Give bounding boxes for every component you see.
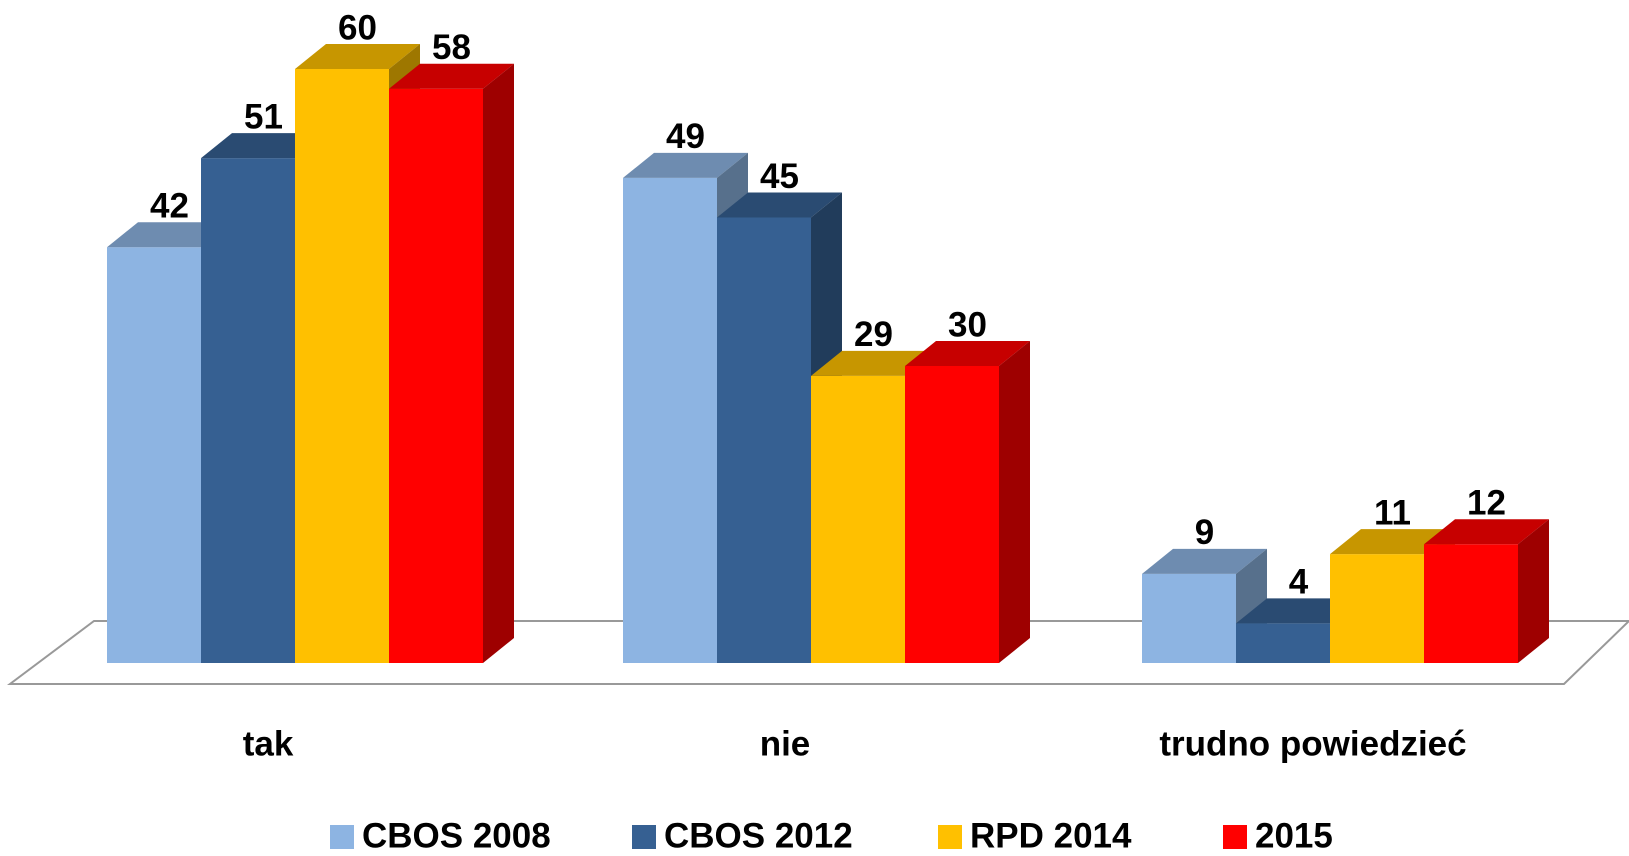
data-label: 58 [432, 28, 471, 67]
bar-top [1142, 548, 1267, 574]
data-label: 12 [1467, 483, 1506, 522]
bar-top [107, 222, 232, 248]
data-label: 60 [338, 8, 377, 47]
bar-side [1518, 519, 1549, 663]
bar-top [1236, 598, 1361, 624]
data-label: 30 [948, 305, 987, 344]
bar-front [811, 375, 905, 663]
bar-front [623, 177, 717, 663]
bar-side [483, 63, 514, 664]
bar-top [389, 63, 514, 89]
legend-swatch [330, 825, 354, 849]
legend-label: 2015 [1255, 816, 1333, 855]
bar-front [1236, 623, 1330, 663]
data-label: 51 [244, 97, 283, 136]
bar-top [295, 44, 420, 69]
bar-side [999, 341, 1030, 663]
bar-front [1330, 554, 1424, 663]
bar-top [1424, 519, 1549, 545]
data-label: 49 [666, 117, 705, 156]
bar [1424, 519, 1549, 663]
legend-label: RPD 2014 [970, 816, 1132, 855]
legend-label: CBOS 2008 [362, 816, 551, 855]
data-label: 4 [1289, 563, 1309, 602]
bar-front [905, 366, 999, 663]
bar-front [295, 69, 389, 663]
legend-label: CBOS 2012 [664, 816, 853, 855]
bar-front [389, 88, 483, 664]
bar-top [201, 133, 326, 159]
bar-top [905, 341, 1030, 366]
bar-front [201, 158, 295, 663]
bar-top [717, 192, 842, 218]
bar [905, 341, 1030, 663]
legend-swatch [632, 825, 656, 849]
data-label: 9 [1195, 513, 1214, 552]
legend-swatch [938, 825, 962, 849]
bar-front [107, 247, 201, 663]
bar-front [717, 217, 811, 663]
x-tick-label: tak [243, 724, 294, 763]
data-label: 29 [854, 315, 893, 354]
x-tick-label: nie [760, 724, 811, 763]
bar-front [1424, 544, 1518, 663]
bar-top [811, 350, 936, 376]
data-label: 11 [1374, 493, 1411, 532]
bar-top [623, 152, 748, 178]
data-label: 42 [150, 186, 189, 225]
bar-front [1142, 573, 1236, 663]
legend-swatch [1223, 825, 1247, 849]
x-tick-label: trudno powiedzieć [1159, 724, 1466, 763]
bar-top [1330, 529, 1455, 555]
bar [389, 63, 514, 664]
data-label: 45 [760, 157, 799, 196]
